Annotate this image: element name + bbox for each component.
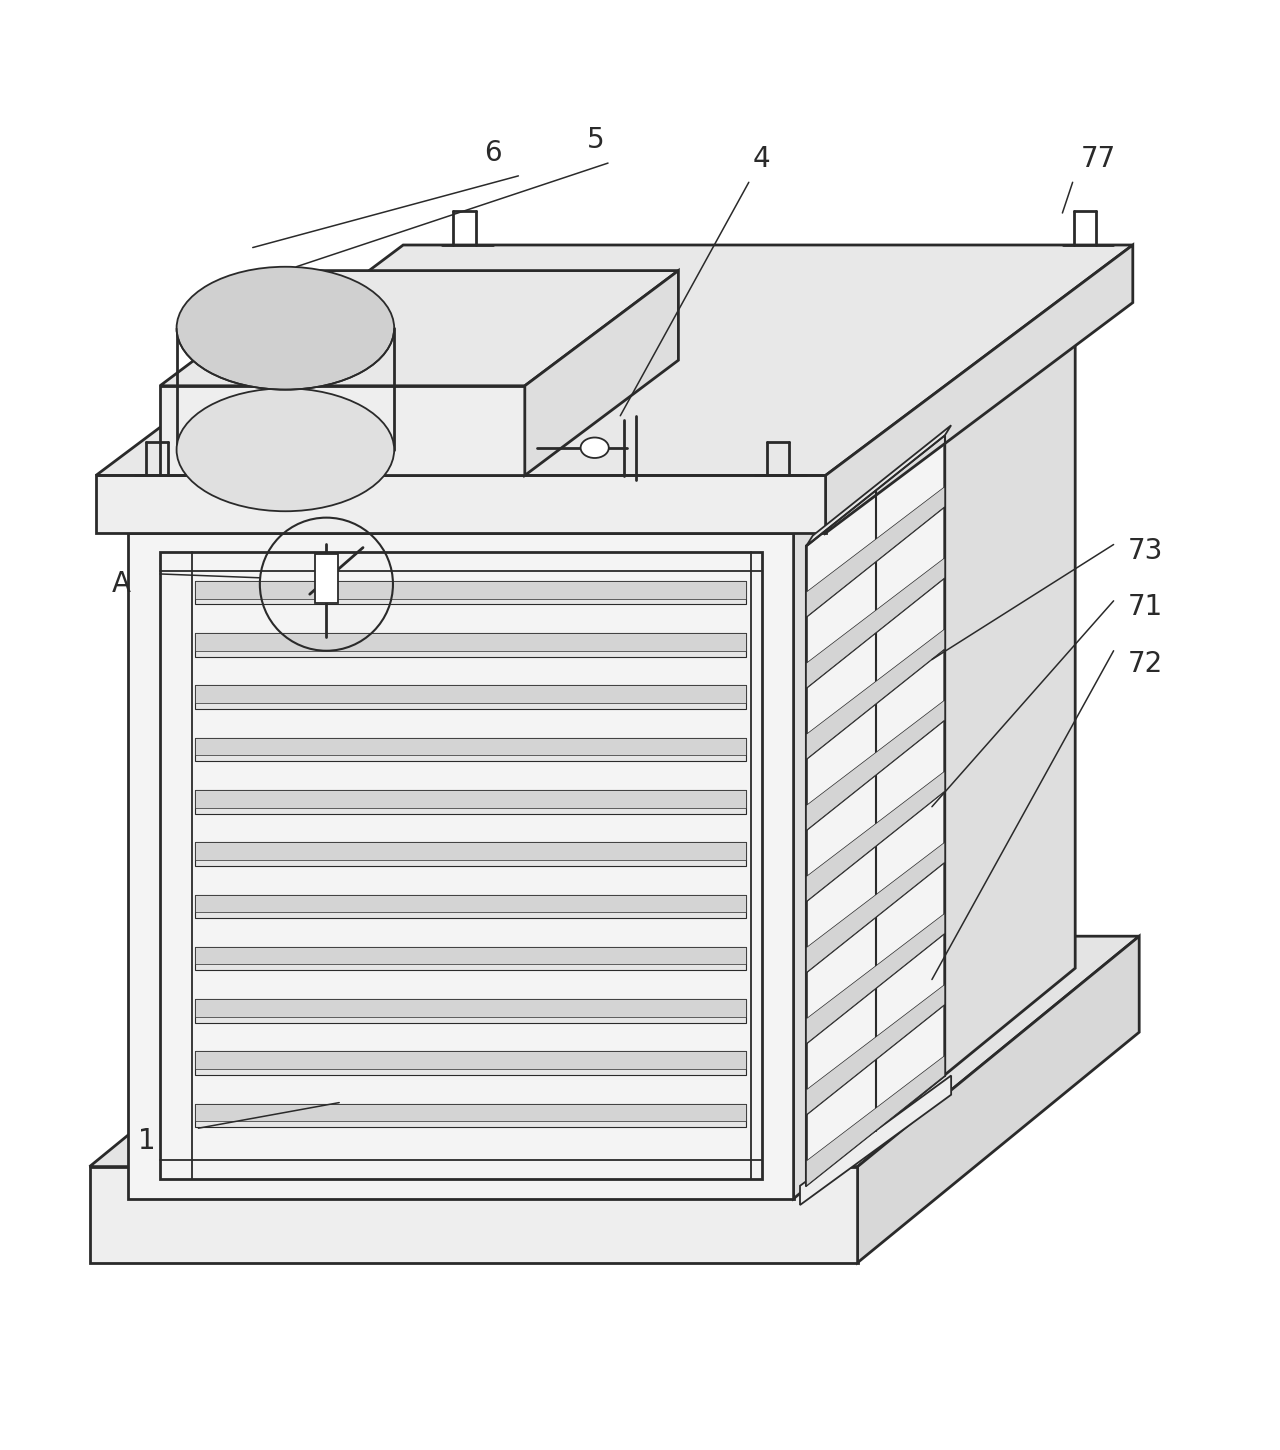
Polygon shape [794, 303, 1075, 1199]
Polygon shape [800, 1076, 951, 1205]
Polygon shape [195, 842, 746, 866]
Text: 77: 77 [1080, 145, 1116, 173]
Polygon shape [806, 700, 945, 831]
Polygon shape [195, 947, 746, 970]
Polygon shape [806, 914, 945, 1044]
Polygon shape [96, 476, 826, 534]
Polygon shape [195, 738, 746, 761]
Polygon shape [128, 303, 1075, 534]
Text: 5: 5 [586, 126, 604, 154]
Polygon shape [195, 1103, 746, 1127]
Polygon shape [195, 947, 746, 964]
Polygon shape [806, 1056, 945, 1186]
Ellipse shape [581, 438, 609, 458]
Text: 72: 72 [1128, 650, 1164, 677]
Polygon shape [195, 1051, 746, 1069]
Polygon shape [160, 271, 678, 386]
Polygon shape [195, 686, 746, 709]
Polygon shape [195, 999, 746, 1016]
Polygon shape [90, 1167, 858, 1263]
Polygon shape [806, 771, 945, 902]
Polygon shape [806, 842, 945, 973]
Polygon shape [195, 634, 746, 657]
Polygon shape [195, 999, 746, 1022]
Polygon shape [195, 1051, 746, 1074]
Polygon shape [826, 245, 1133, 534]
Polygon shape [806, 435, 945, 1186]
Polygon shape [806, 425, 951, 545]
Polygon shape [806, 629, 945, 760]
Text: 73: 73 [1128, 536, 1164, 566]
Polygon shape [195, 581, 746, 605]
Text: A: A [113, 570, 131, 599]
Polygon shape [195, 895, 746, 918]
Polygon shape [195, 581, 746, 599]
Polygon shape [128, 534, 794, 1199]
Polygon shape [195, 790, 746, 813]
Polygon shape [96, 245, 1133, 476]
Polygon shape [858, 937, 1139, 1263]
Polygon shape [195, 895, 746, 912]
Text: 1: 1 [138, 1127, 156, 1156]
Bar [160, 552, 762, 1179]
Polygon shape [195, 738, 746, 755]
Text: 6: 6 [484, 139, 502, 167]
Polygon shape [90, 937, 1139, 1167]
Polygon shape [806, 558, 945, 687]
Text: 4: 4 [753, 145, 771, 173]
Ellipse shape [177, 267, 394, 390]
Polygon shape [195, 1103, 746, 1121]
Ellipse shape [177, 389, 394, 512]
Polygon shape [806, 985, 945, 1115]
Polygon shape [195, 686, 746, 703]
Polygon shape [195, 634, 746, 651]
Polygon shape [525, 271, 678, 476]
Polygon shape [806, 487, 945, 616]
Text: 71: 71 [1128, 593, 1164, 621]
Bar [315, 554, 338, 603]
Polygon shape [195, 842, 746, 860]
Polygon shape [160, 386, 525, 476]
Polygon shape [195, 790, 746, 808]
